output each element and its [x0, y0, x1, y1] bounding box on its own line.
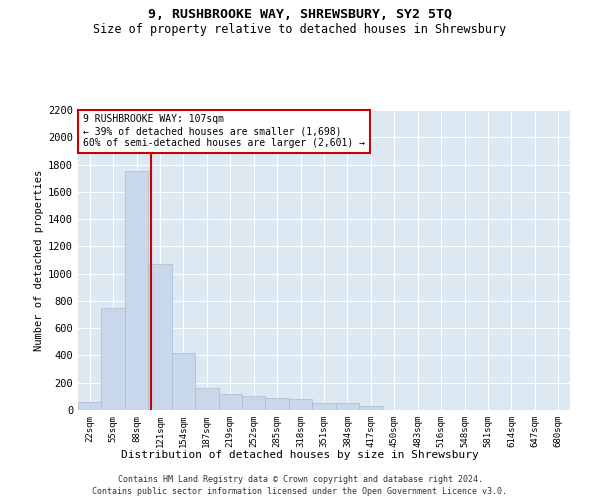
- Text: 9 RUSHBROOKE WAY: 107sqm
← 39% of detached houses are smaller (1,698)
60% of sem: 9 RUSHBROOKE WAY: 107sqm ← 39% of detach…: [83, 114, 365, 148]
- Bar: [336, 403, 359, 410]
- Bar: [101, 308, 125, 410]
- Y-axis label: Number of detached properties: Number of detached properties: [34, 170, 44, 350]
- Bar: [172, 352, 195, 410]
- Bar: [218, 394, 242, 410]
- Bar: [125, 172, 148, 410]
- Text: Distribution of detached houses by size in Shrewsbury: Distribution of detached houses by size …: [121, 450, 479, 460]
- Text: 9, RUSHBROOKE WAY, SHREWSBURY, SY2 5TQ: 9, RUSHBROOKE WAY, SHREWSBURY, SY2 5TQ: [148, 8, 452, 20]
- Text: Size of property relative to detached houses in Shrewsbury: Size of property relative to detached ho…: [94, 22, 506, 36]
- Bar: [359, 406, 383, 410]
- Bar: [242, 396, 265, 410]
- Bar: [148, 264, 172, 410]
- Bar: [289, 399, 312, 410]
- Bar: [265, 398, 289, 410]
- Bar: [195, 388, 218, 410]
- Bar: [78, 402, 101, 410]
- Bar: [312, 402, 336, 410]
- Text: Contains public sector information licensed under the Open Government Licence v3: Contains public sector information licen…: [92, 488, 508, 496]
- Text: Contains HM Land Registry data © Crown copyright and database right 2024.: Contains HM Land Registry data © Crown c…: [118, 475, 482, 484]
